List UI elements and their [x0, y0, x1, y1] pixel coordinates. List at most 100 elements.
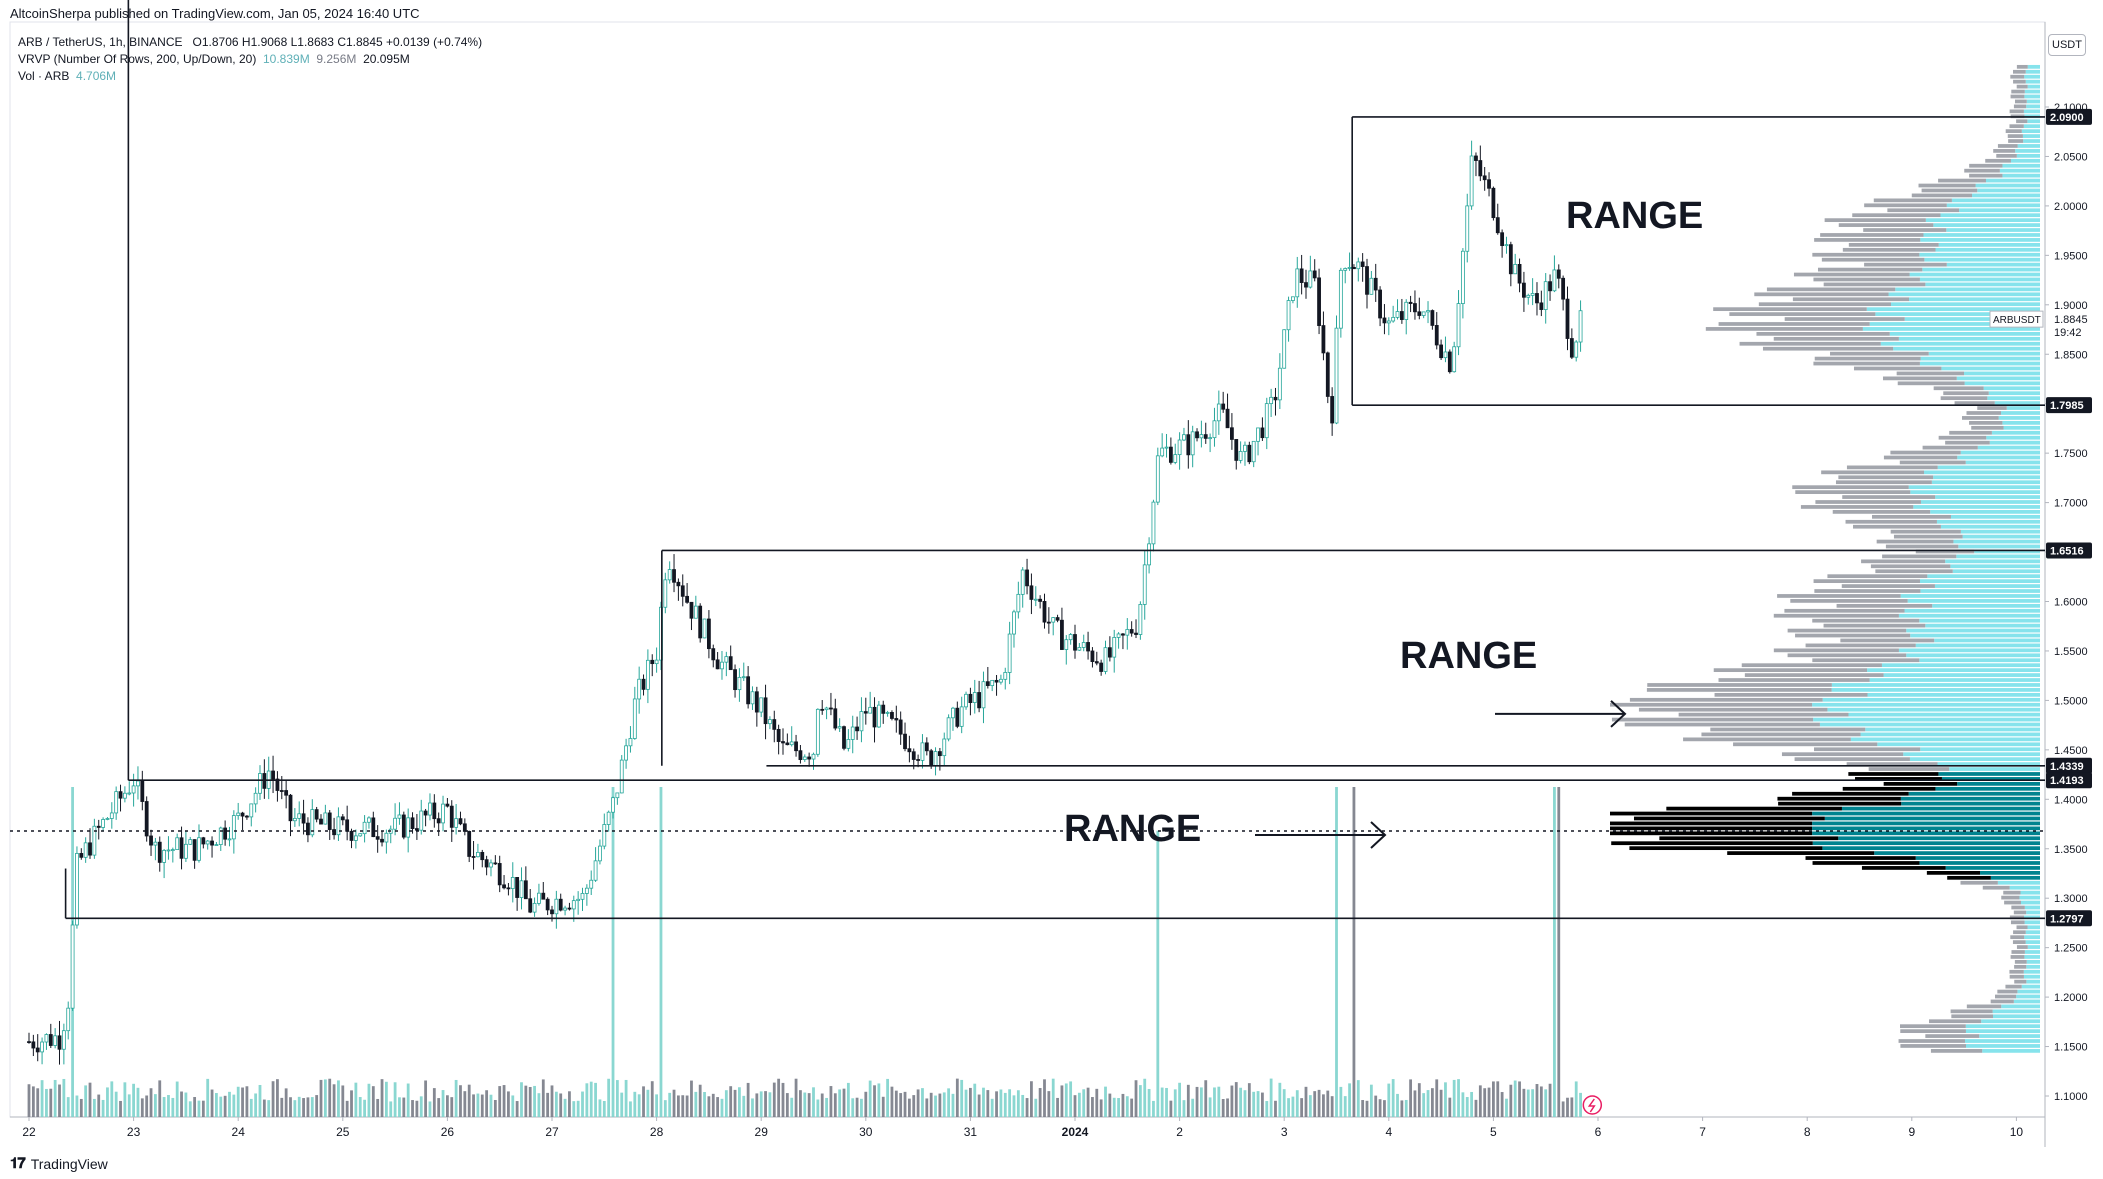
volume-bar	[302, 1098, 305, 1117]
profile-down-bar	[1610, 831, 1813, 836]
profile-down-bar	[1727, 851, 1875, 855]
volume-bar	[868, 1080, 872, 1117]
volume-bar	[1295, 1090, 1299, 1117]
candle-body	[654, 659, 659, 665]
profile-up-bar	[1946, 262, 2040, 267]
volume-bar	[62, 1078, 66, 1117]
profile-down-bar	[1915, 549, 1975, 554]
volume-bar	[428, 1101, 432, 1117]
volume-bar	[188, 1101, 192, 1117]
candle-body	[1212, 420, 1217, 439]
candle-body	[458, 818, 463, 825]
price-tick-label: 2.0500	[2054, 151, 2088, 163]
volume-bar	[1492, 1081, 1495, 1117]
time-tick-label: 23	[127, 1125, 141, 1139]
volume-bar	[1243, 1090, 1247, 1117]
profile-up-bar	[2027, 945, 2040, 949]
candle-body	[685, 595, 690, 603]
profile-down-bar	[1733, 742, 1878, 747]
volume-bar	[1579, 1092, 1582, 1117]
profile-down-bar	[2007, 134, 2023, 138]
profile-down-bar	[1629, 846, 1823, 851]
profile-up-bar	[1994, 401, 2040, 405]
candle-body	[245, 815, 249, 818]
symbol-legend-row[interactable]: ARB / TetherUS, 1h, BINANCE O1.8706 H1.9…	[18, 34, 482, 51]
profile-down-bar	[1611, 841, 1813, 846]
candle-body	[1299, 268, 1304, 283]
volume-bar	[511, 1095, 515, 1117]
volume-bar	[1461, 1092, 1465, 1117]
candle-body	[1195, 431, 1199, 439]
candle-body	[785, 742, 790, 746]
profile-up-bar	[1906, 628, 2040, 633]
profile-down-bar	[1729, 312, 1876, 316]
profile-up-bar	[1874, 851, 2040, 855]
candle-body	[1151, 501, 1156, 545]
volume-bar	[1073, 1095, 1077, 1117]
profile-down-bar	[1610, 821, 1813, 826]
volume-bar	[803, 1092, 807, 1117]
candle-body	[645, 659, 650, 690]
profile-up-bar	[1910, 633, 2040, 638]
volume-bar	[1021, 1094, 1025, 1117]
volume-bar	[206, 1078, 210, 1117]
volume-bar	[446, 1095, 449, 1117]
candle-body	[353, 835, 358, 841]
volume-bar	[650, 1081, 654, 1117]
candle-body	[1121, 633, 1125, 636]
volume-bar	[720, 1098, 724, 1117]
volume-bar	[799, 1090, 802, 1117]
profile-up-bar	[1945, 866, 2040, 870]
candle-body	[1230, 427, 1234, 440]
volume-legend-row[interactable]: Vol · ARB 4.706M	[18, 68, 482, 85]
candle-body	[1090, 650, 1095, 662]
volume-bar	[1326, 1090, 1330, 1117]
volume-bar	[986, 1090, 990, 1117]
candle-body	[292, 817, 297, 822]
candle-body	[1395, 311, 1400, 318]
profile-down-bar	[1794, 757, 1910, 762]
candle-body	[393, 817, 398, 830]
profile-down-bar	[1784, 317, 1905, 321]
candle-body	[1317, 277, 1321, 326]
candle-body	[924, 742, 929, 752]
candle-body	[44, 1034, 49, 1043]
profile-down-bar	[2010, 935, 2025, 940]
volume-bar	[1439, 1089, 1443, 1117]
profile-down-bar	[1827, 574, 1928, 579]
candle-body	[1517, 264, 1522, 284]
candle-body	[951, 707, 955, 719]
volume-bar	[969, 1087, 972, 1117]
volume-bar	[1474, 1099, 1478, 1117]
volume-bar	[459, 1085, 462, 1117]
candle-body	[1452, 346, 1457, 373]
profile-down-bar	[1766, 287, 1896, 292]
time-tick-label: 26	[441, 1125, 455, 1139]
volume-bar	[1500, 1092, 1504, 1117]
profile-up-bar	[1919, 658, 2040, 663]
candle-body	[345, 819, 350, 832]
volume-bar	[733, 1089, 737, 1117]
profile-up-bar	[2026, 99, 2040, 104]
profile-up-bar	[2027, 84, 2040, 89]
volume-bar	[1387, 1083, 1391, 1117]
profile-down-bar	[1870, 564, 1951, 569]
candle-body	[144, 801, 149, 837]
time-tick-label: 31	[964, 1125, 978, 1139]
profile-down-bar	[1861, 559, 1946, 564]
volume-bar	[1069, 1081, 1073, 1117]
volume-bar	[1553, 787, 1556, 1117]
candle-body	[1142, 564, 1147, 605]
vrvp-legend-row[interactable]: VRVP (Number Of Rows, 200, Up/Down, 20) …	[18, 51, 482, 68]
profile-up-bar	[1850, 737, 2040, 742]
currency-button[interactable]: USDT	[2048, 34, 2086, 56]
candles	[27, 140, 1583, 1065]
volume-bar	[419, 1096, 423, 1117]
volume-bar	[1452, 1079, 1456, 1117]
profile-up-bar	[1812, 841, 2040, 846]
candle-body	[1487, 179, 1491, 189]
volume-bar	[45, 1088, 48, 1117]
volume-bar	[629, 1101, 632, 1117]
profile-down-bar	[1966, 1004, 2002, 1009]
